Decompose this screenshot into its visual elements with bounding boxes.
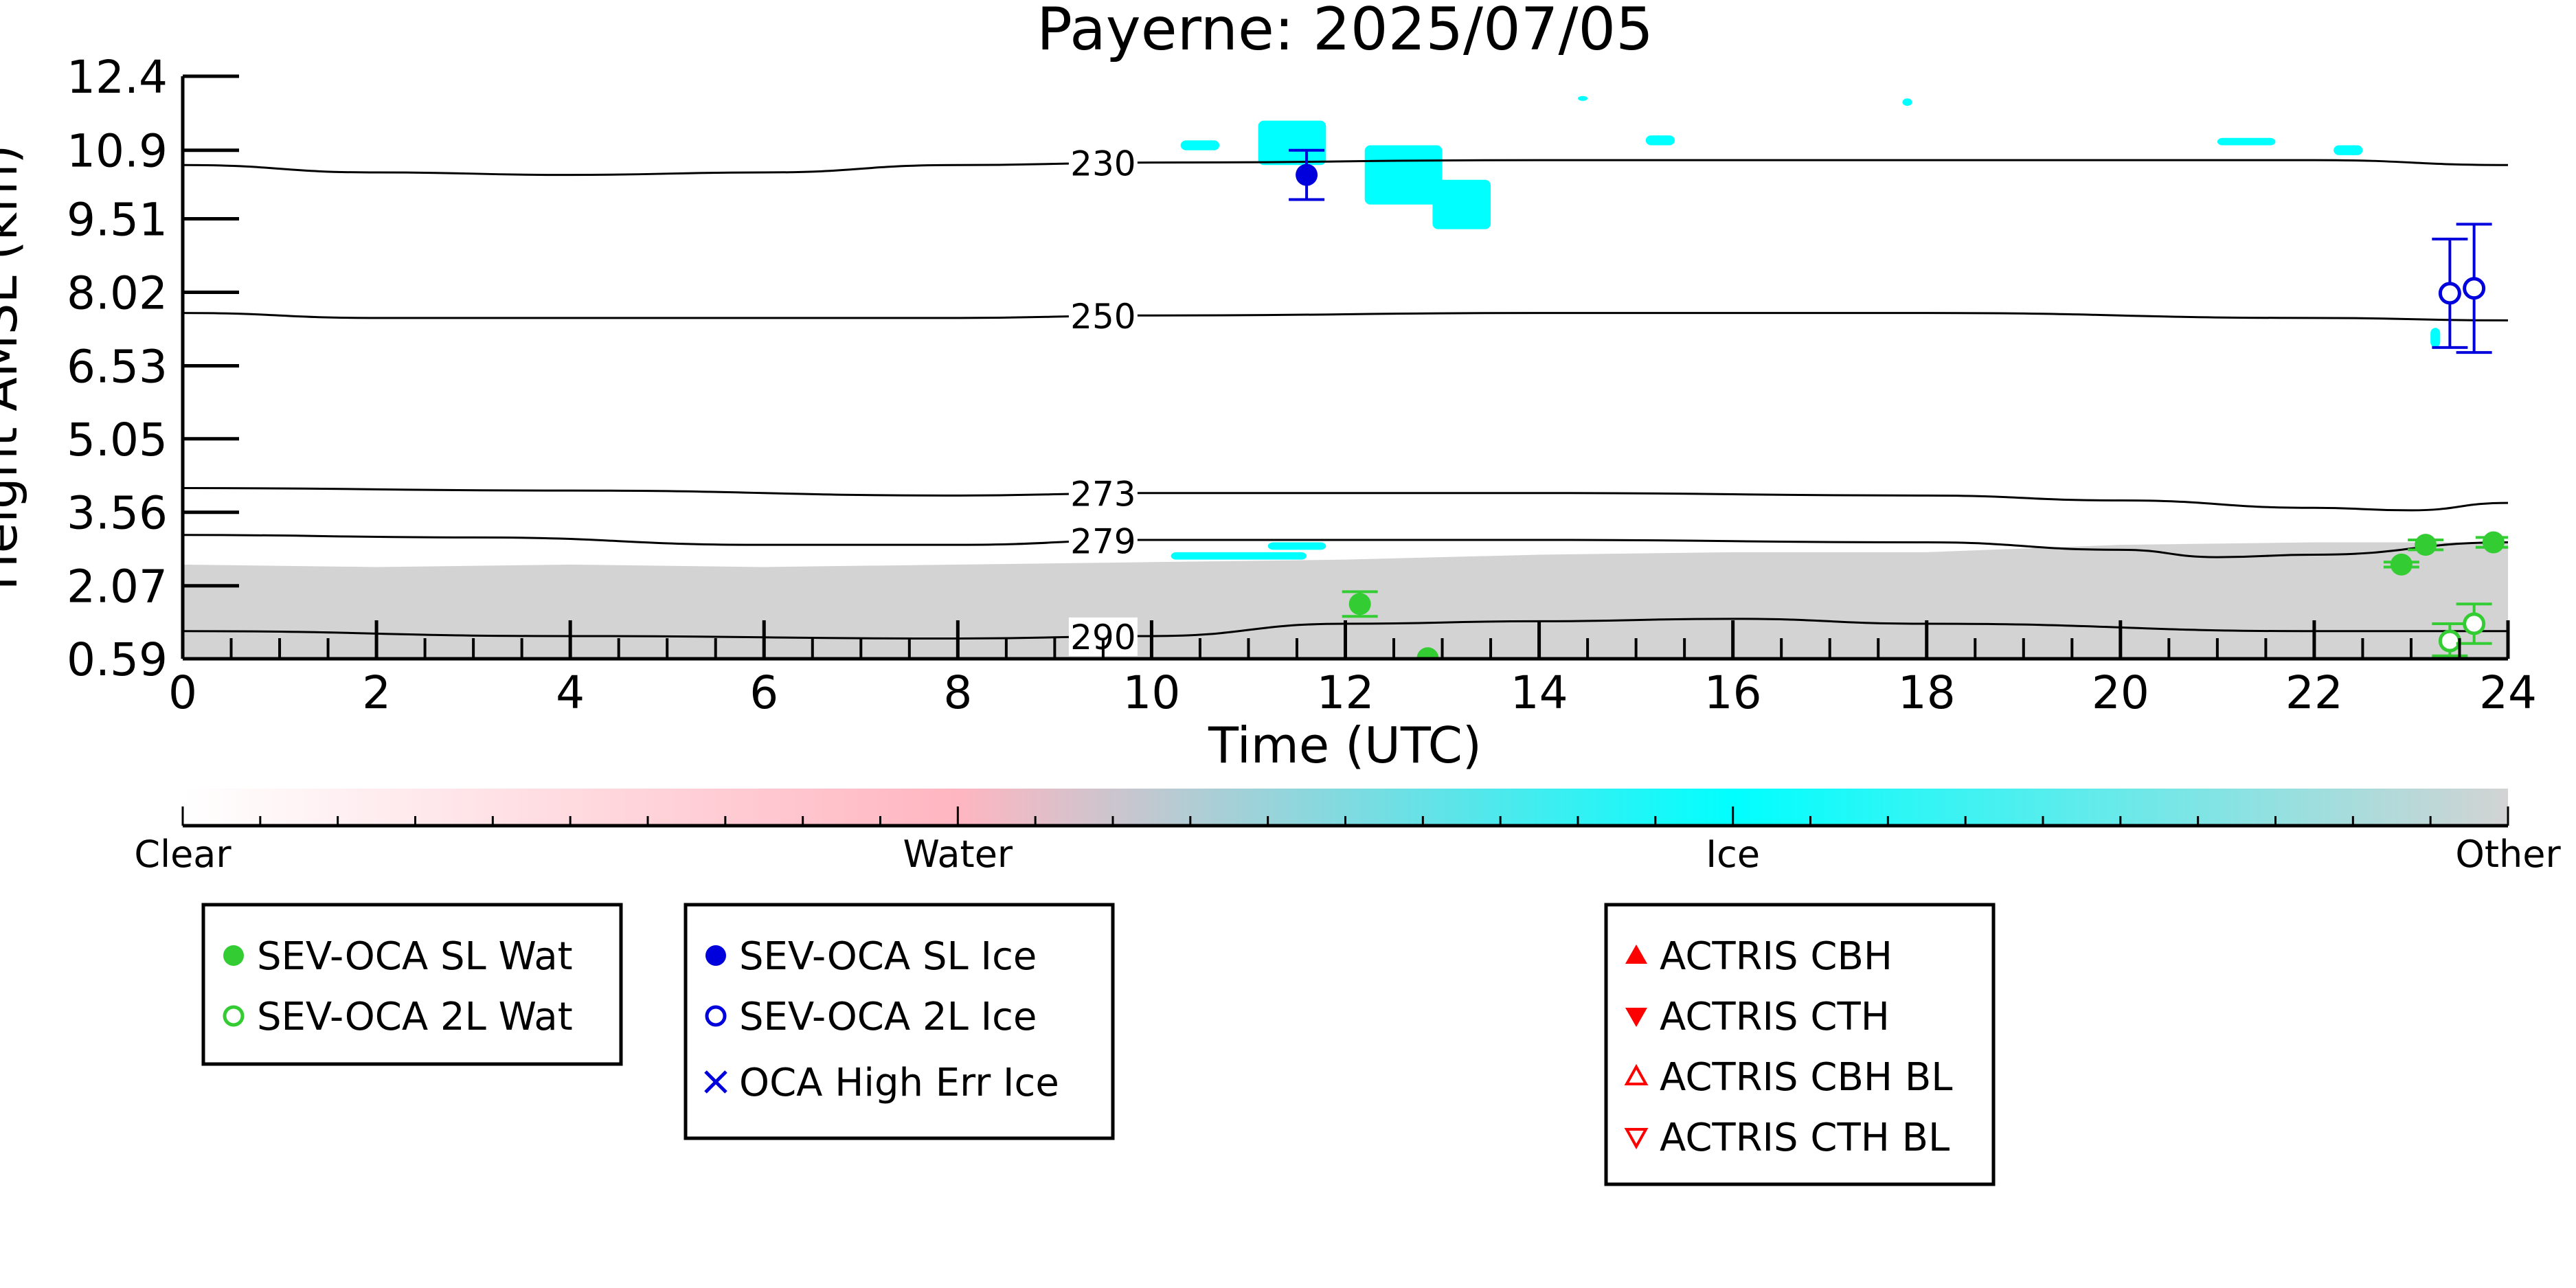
x-tick-label: 14 [1511,666,1568,719]
colorbar: Clear Water Ice Other [134,789,2561,876]
x-tick-label: 2 [362,666,391,719]
legend-box-2: SEV-OCA SL Ice SEV-OCA 2L Ice OCA High Err… [683,903,1115,1140]
legend-frame [201,903,623,1066]
contour-line-279 [183,534,2508,558]
x-tick-label: 4 [556,666,585,719]
data-point [2390,553,2413,576]
data-point [2463,612,2486,635]
colorbar-label-ice: Ice [1706,833,1760,876]
legend-marker [223,1005,245,1027]
legends: SEV-OCA SL Wat SEV-OCA 2L Wat SEV-OCA SL I… [201,903,1996,1186]
x-tick-label: 0 [168,666,197,719]
y-tick-label: 0.59 [67,633,168,686]
ice-class-patch [1578,95,1588,101]
ice-class-patch [2430,328,2441,348]
legend-entry-label: ACTRIS CBH BL [1660,1055,1952,1100]
y-tick-label: 3.56 [67,487,168,540]
data-point [2438,282,2461,305]
x-tick-label: 8 [943,666,972,719]
contour-label: 230 [1070,144,1136,184]
legend-entry-label: SEV-OCA SL Ice [739,934,1037,979]
y-tick-label: 10.9 [67,125,168,178]
colorbar-ticks [181,806,2509,826]
contour-line-290 [183,618,2508,640]
legend-entry-label: ACTRIS CBH [1660,934,1893,979]
y-axis-label: Height AMSL (km) [0,145,28,591]
data-point [2415,534,2437,556]
data-point [1416,647,1439,659]
colorbar-label-water: Water [903,833,1013,876]
colorbar-labels: Clear Water Ice Other [134,833,2561,876]
legend-entry-label: SEV-OCA 2L Ice [739,995,1037,1039]
classification-layer [183,95,2508,659]
ice-class-patch [1645,135,1675,146]
y-tick-label: 8.02 [67,267,168,319]
y-tick-label: 12.4 [67,51,168,104]
legend-marker [1624,1063,1649,1085]
contour-line-230 [183,159,2508,177]
x-tick-label: 12 [1317,666,1375,719]
y-tick-label: 6.53 [67,340,168,393]
ice-class-patch [1258,120,1326,166]
ice-class-patch [2334,145,2363,155]
ice-class-patch [1267,542,1326,550]
ice-class-patch [1902,98,1912,106]
x-tick-label: 6 [749,666,778,719]
contour-label: 279 [1070,522,1136,562]
legend-marker [1624,1128,1649,1150]
ice-class-patch [2217,137,2276,146]
legend-box-3: ACTRIS CBH ACTRIS CTH ACTRIS CBH BL ACTRIS … [1604,903,1996,1186]
x-axis-label: Time (UTC) [1208,716,1482,774]
data-point [1348,593,1371,615]
ice-class-patch [1180,140,1220,150]
x-tick-label: 20 [2092,666,2149,719]
data-point [2482,531,2505,554]
legend-entry-label: OCA High Err Ice [739,1061,1059,1105]
contour-label-bg [1068,474,1138,513]
contour-label-bg [1068,144,1138,183]
contour-label-bg [1068,521,1138,561]
contour-label: 250 [1070,297,1136,337]
chart-title: Payerne: 2025/07/05 [1037,0,1653,64]
ice-class-patch [1432,179,1491,229]
temperature-contours [183,159,2508,640]
x-tick-label: 18 [1898,666,1956,719]
legend-marker [704,1070,727,1094]
x-tick-label: 24 [2479,666,2537,719]
contour-label-bg [1068,297,1138,336]
x-tick-label: 10 [1122,666,1180,719]
ice-class-patch [1171,552,1307,560]
colorbar-label-clear: Clear [134,833,231,876]
plot-area [183,95,2508,659]
y-tick-label: 5.05 [67,414,168,466]
legend-marker [1625,945,1647,964]
contour-line-273 [183,487,2508,512]
legend-entry-label: ACTRIS CTH [1660,995,1890,1039]
data-series [1289,148,2508,659]
y-tick-label: 2.07 [67,561,168,613]
legend-marker [223,945,244,966]
legend-marker [705,1005,727,1027]
ice-class-patch [1364,145,1443,205]
data-point [1296,163,1318,186]
x-tick-label: 16 [1704,666,1762,719]
legend-entry-label: SEV-OCA 2L Wat [257,995,573,1039]
y-tick-label: 9.51 [67,194,168,247]
data-point [2438,629,2461,653]
legend-box-1: SEV-OCA SL Wat SEV-OCA 2L Wat [201,903,623,1066]
legend-frame [683,903,1115,1140]
contour-label: 273 [1070,475,1136,515]
legend-frame [1604,903,1996,1186]
legend-marker [1625,1008,1647,1027]
legend-entry-label: SEV-OCA SL Wat [257,934,573,979]
legend-entry-label: ACTRIS CTH BL [1660,1116,1950,1160]
x-tick-label: 22 [2285,666,2343,719]
colorbar-label-other: Other [2455,833,2561,876]
data-point [2463,277,2486,300]
legend-marker [705,945,726,966]
contour-line-250 [183,312,2508,321]
